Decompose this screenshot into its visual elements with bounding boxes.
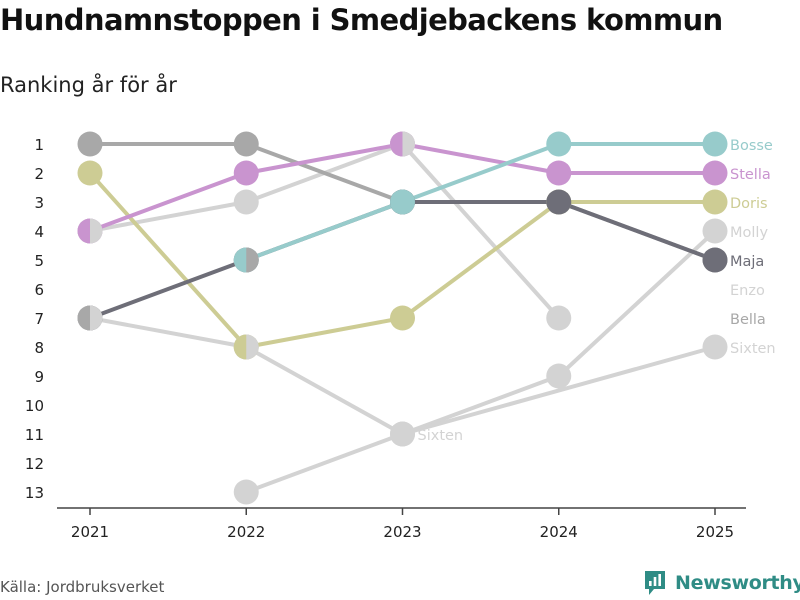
point-bosse-2024[interactable] xyxy=(546,131,572,157)
x-tick-label-2025: 2025 xyxy=(696,523,734,541)
y-tick-label-6: 6 xyxy=(34,281,44,299)
end-label-stella: Stella xyxy=(730,167,771,183)
end-label-molly: Molly xyxy=(730,225,768,241)
point-sixten-2022[interactable] xyxy=(233,479,259,505)
shared-point-left-half xyxy=(77,218,90,244)
point-enzo-2024[interactable] xyxy=(546,305,572,331)
newsworthy-logo[interactable]: Newsworthy xyxy=(643,570,800,596)
point-sixten-2025[interactable] xyxy=(702,334,728,360)
y-tick-label-13: 13 xyxy=(25,484,44,502)
point-doris-2021[interactable] xyxy=(77,160,103,186)
shared-point-left-half xyxy=(233,247,247,273)
point-stella-2022[interactable] xyxy=(233,160,259,186)
newsworthy-logo-icon xyxy=(645,571,665,595)
y-tick-label-1: 1 xyxy=(34,136,44,154)
y-tick-label-4: 4 xyxy=(34,223,44,241)
line-sixten xyxy=(244,345,717,494)
chart-subtitle: Ranking år för år xyxy=(0,73,177,97)
end-label-maja: Maja xyxy=(730,254,764,270)
y-tick-label-3: 3 xyxy=(34,194,44,212)
series-labels: Sixten Bosse Stella Doris Molly Maja Enzo Bella… xyxy=(418,138,776,444)
point-sixten-2023[interactable] xyxy=(390,421,415,447)
point-enzo-2022[interactable] xyxy=(233,189,259,215)
series-markers xyxy=(77,131,728,505)
y-tick-label-11: 11 xyxy=(25,426,44,444)
x-tick-label-2023: 2023 xyxy=(383,523,421,541)
point-doris-2025[interactable] xyxy=(702,189,728,215)
inline-label-sixten: Sixten xyxy=(418,428,464,444)
shared-point-2022-rank-5[interactable] xyxy=(233,247,259,273)
point-maja-2025[interactable] xyxy=(702,247,728,273)
shared-point-2021-rank-4[interactable] xyxy=(77,218,103,244)
shared-point-2022-rank-8[interactable] xyxy=(233,334,259,360)
shared-point-left-half xyxy=(233,334,247,360)
line-molly xyxy=(88,229,717,436)
line-stella xyxy=(88,142,717,233)
y-tick-label-5: 5 xyxy=(34,252,44,270)
newsworthy-logo-text: Newsworthy xyxy=(675,572,800,594)
end-label-sixten: Sixten xyxy=(730,341,776,357)
shared-point-2023-rank-1[interactable] xyxy=(390,131,415,157)
point-bella-2022[interactable] xyxy=(233,131,259,157)
x-tick-label-2024: 2024 xyxy=(540,523,578,541)
point-bella-2021[interactable] xyxy=(77,131,103,157)
y-tick-label-8: 8 xyxy=(34,339,44,357)
end-label-enzo: Enzo xyxy=(730,283,765,299)
shared-point-left-half xyxy=(77,305,90,331)
y-tick-label-9: 9 xyxy=(34,368,44,386)
x-tick-label-2021: 2021 xyxy=(71,523,109,541)
y-tick-label-12: 12 xyxy=(25,455,44,473)
point-bosse-2023[interactable] xyxy=(390,189,415,215)
shared-point-left-half xyxy=(390,131,403,157)
y-tick-label-7: 7 xyxy=(34,310,44,328)
point-molly-2024[interactable] xyxy=(546,363,572,389)
point-maja-2024[interactable] xyxy=(546,189,572,215)
end-label-doris: Doris xyxy=(730,196,768,212)
line-bosse xyxy=(244,142,717,262)
point-stella-2024[interactable] xyxy=(546,160,572,186)
chart-title: Hundnamnstoppen i Smedjebackens kommun xyxy=(0,3,723,37)
y-tick-label-10: 10 xyxy=(25,397,44,415)
point-doris-2023[interactable] xyxy=(390,305,415,331)
point-stella-2025[interactable] xyxy=(702,160,728,186)
line-maja xyxy=(88,200,717,320)
shared-point-2021-rank-7[interactable] xyxy=(77,305,103,331)
end-label-bosse: Bosse xyxy=(730,138,773,154)
x-tick-label-2022: 2022 xyxy=(227,523,265,541)
end-label-bella: Bella xyxy=(730,312,766,328)
point-bosse-2025[interactable] xyxy=(702,131,728,157)
source-note: Källa: Jordbruksverket xyxy=(0,578,165,596)
point-molly-2025[interactable] xyxy=(702,218,728,244)
y-tick-label-2: 2 xyxy=(34,165,44,183)
